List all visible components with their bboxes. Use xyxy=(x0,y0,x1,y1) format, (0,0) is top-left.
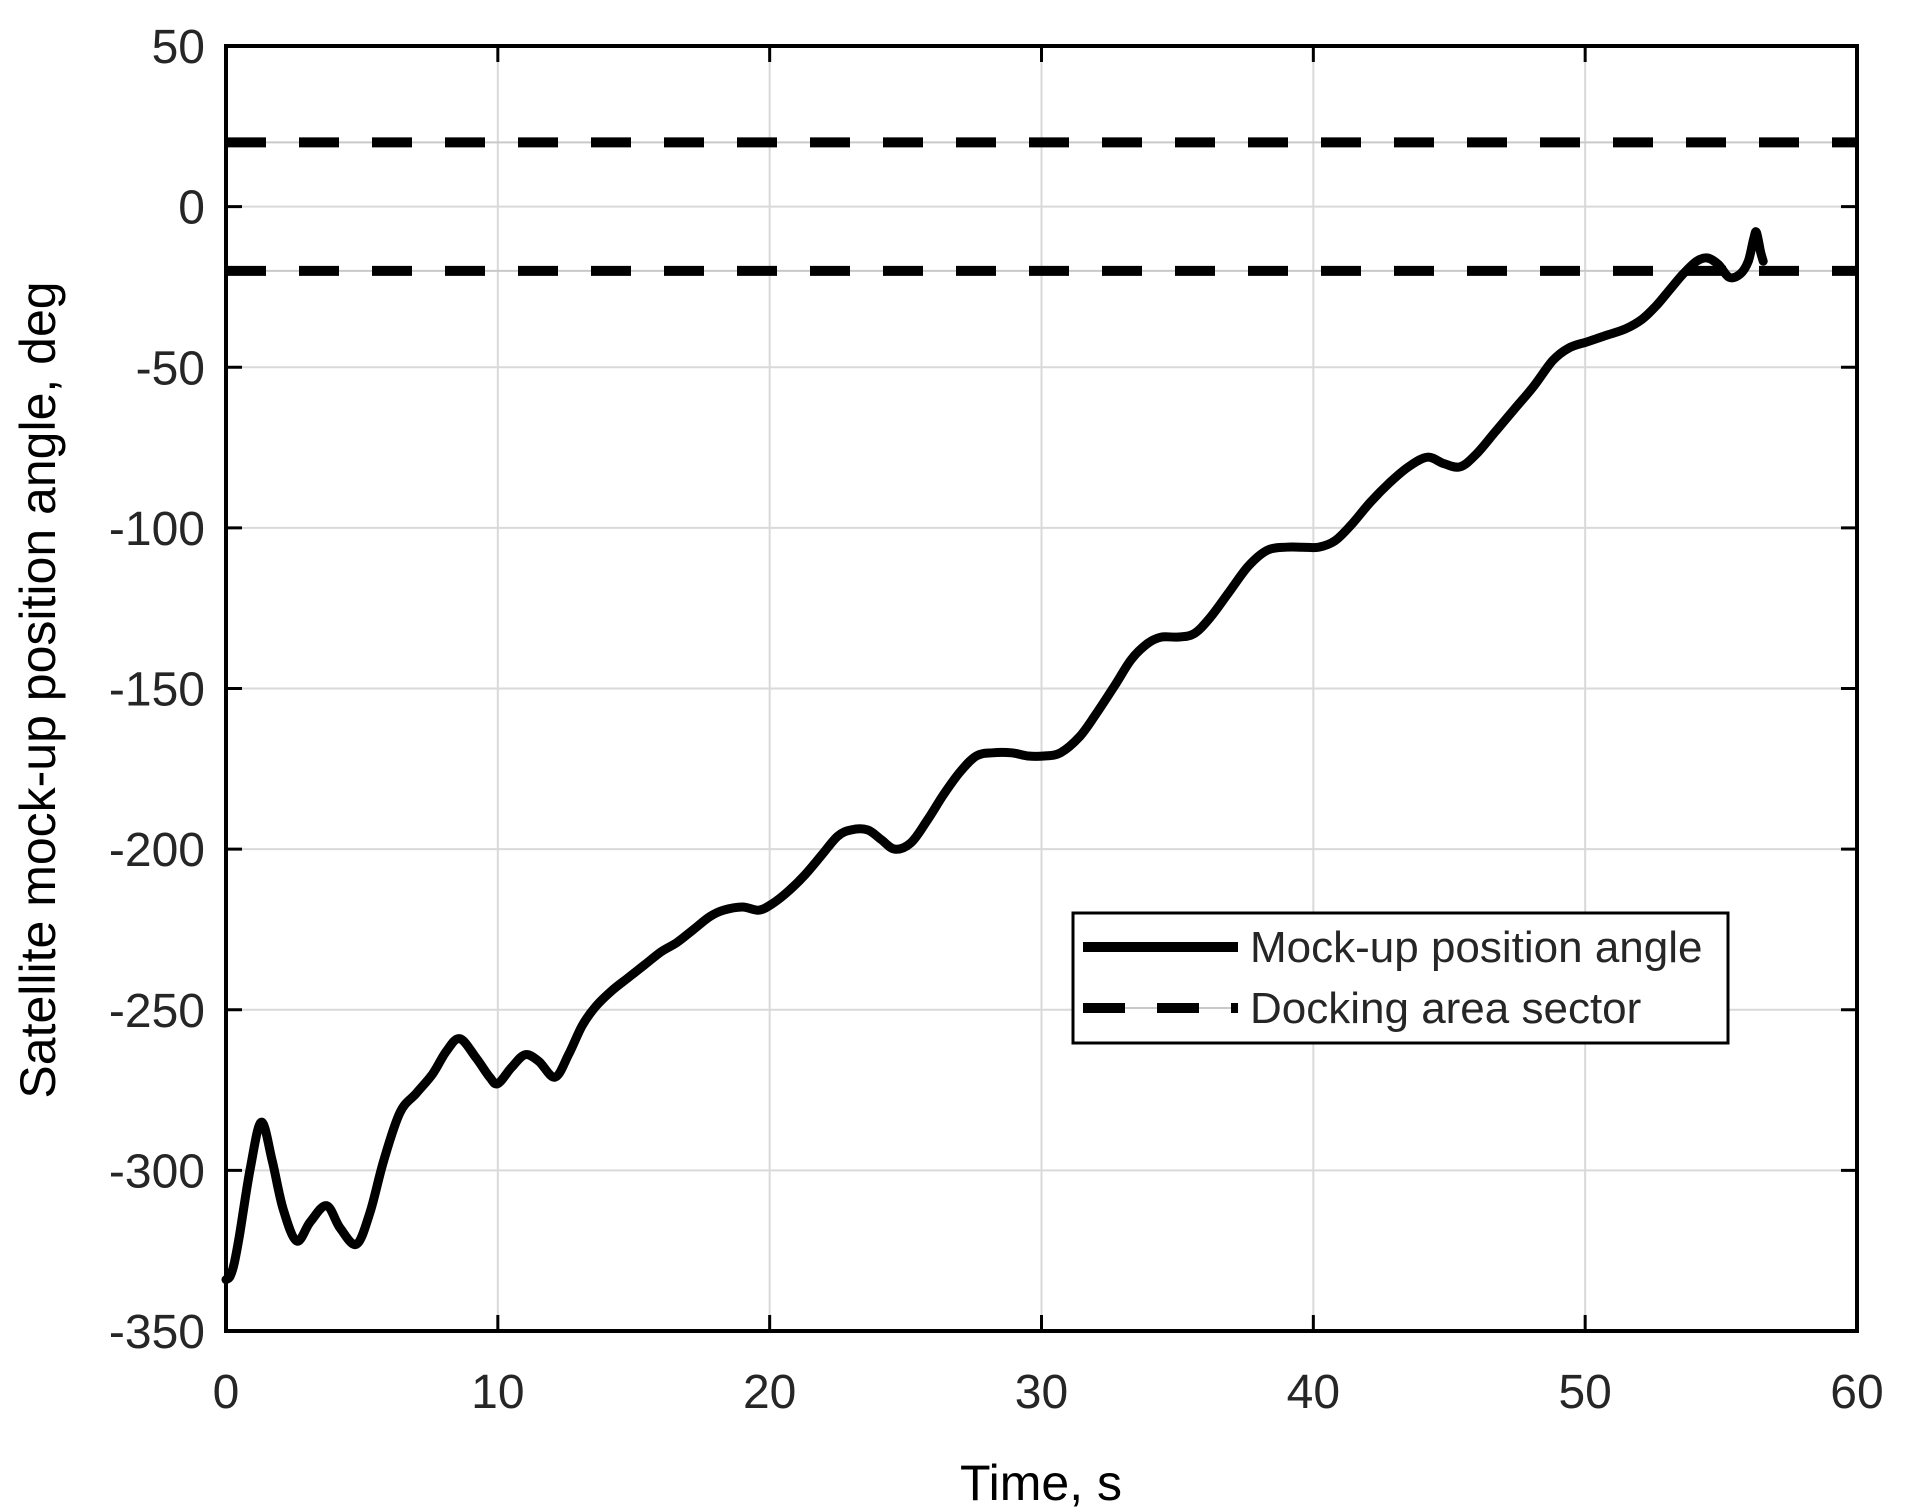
legend-item-docking-sector: Docking area sector xyxy=(1250,984,1641,1033)
y-tick-label: -50 xyxy=(136,342,205,395)
y-tick-label: -300 xyxy=(109,1145,205,1198)
tick-label-layer: 0 10 20 30 40 50 60 50 0 -50 -100 -150 -200 -250 -300 -… xyxy=(109,21,1884,1419)
x-tick-label: 40 xyxy=(1287,1366,1340,1419)
y-tick-label: 0 xyxy=(178,182,205,235)
y-axis-label: Satellite mock-up position angle, deg xyxy=(10,281,66,1098)
legend-box: Mock-up position angle Docking area sect… xyxy=(1071,911,1730,1045)
legend-border xyxy=(1071,911,1730,1045)
y-tick-label: -150 xyxy=(109,664,205,717)
threshold-lines-layer xyxy=(226,137,1857,276)
x-tick-label: 30 xyxy=(1015,1366,1068,1419)
x-axis-label: Time, s xyxy=(960,1455,1122,1510)
y-tick-label: -250 xyxy=(109,985,205,1038)
x-tick-label: 50 xyxy=(1558,1366,1611,1419)
x-tick-label: 60 xyxy=(1830,1366,1883,1419)
mockup-position-angle-curve xyxy=(221,227,1768,1285)
series-layer xyxy=(221,227,1768,1285)
gridline-layer xyxy=(226,46,1857,1331)
y-tick-label: -100 xyxy=(109,503,205,556)
axes-layer xyxy=(224,44,1859,1333)
x-tick-label: 20 xyxy=(743,1366,796,1419)
x-tick-label: 10 xyxy=(471,1366,524,1419)
x-tick-label: 0 xyxy=(213,1366,240,1419)
y-tick-label: 50 xyxy=(152,21,205,74)
legend-item-mockup-angle: Mock-up position angle xyxy=(1250,923,1702,972)
y-tick-label: -200 xyxy=(109,824,205,877)
y-tick-label: -350 xyxy=(109,1306,205,1359)
